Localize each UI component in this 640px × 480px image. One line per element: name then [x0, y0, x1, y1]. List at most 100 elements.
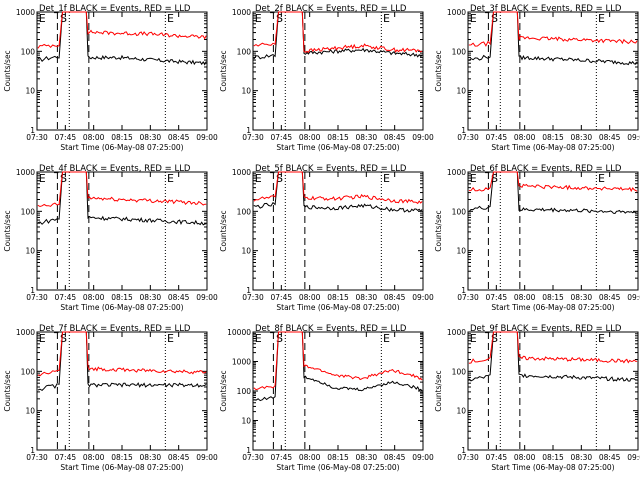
y-axis-label: Counts/sec: [434, 210, 443, 251]
x-tick-label: 08:00: [514, 133, 536, 142]
y-tick-label: 10: [456, 407, 466, 416]
y-tick-label: 1000: [232, 8, 251, 17]
x-tick-label: 08:00: [83, 293, 105, 302]
marker-label: E: [39, 12, 46, 25]
marker-label: E: [470, 12, 477, 25]
y-tick-label: 100: [21, 47, 36, 56]
y-axis-label: Counts/sec: [434, 370, 443, 411]
y-tick-label: 100: [452, 47, 467, 56]
y-tick-label: 1000: [447, 328, 466, 337]
x-tick-label: 07:30: [242, 133, 264, 142]
marker-label: E: [167, 332, 174, 345]
y-tick-label: 10: [241, 87, 251, 96]
marker-label: E: [470, 172, 477, 185]
x-tick-label: 08:45: [168, 133, 190, 142]
plot-frame: [252, 331, 424, 451]
x-tick-label: 08:00: [83, 453, 105, 462]
y-axis-label: Counts/sec: [434, 50, 443, 91]
x-tick-label: 08:45: [599, 133, 621, 142]
x-tick-label: 08:30: [140, 453, 162, 462]
panel-title: Det_8f BLACK = Events, RED = LLD: [255, 324, 407, 334]
x-tick-label: 07:45: [271, 133, 293, 142]
series-line-events: [37, 331, 207, 392]
x-tick-label: 08:30: [356, 453, 378, 462]
series-line-lld: [37, 11, 207, 49]
y-tick-label: 1000: [447, 168, 466, 177]
series-line-lld: [468, 331, 638, 364]
series-line-events: [468, 11, 638, 66]
x-tick-label: 07:45: [271, 293, 293, 302]
x-tick-label: 08:15: [111, 293, 133, 302]
y-tick-label: 1: [30, 286, 35, 295]
y-tick-label: 100: [452, 367, 467, 376]
x-tick-label: 08:00: [299, 133, 321, 142]
y-tick-label: 10: [456, 247, 466, 256]
marker-label: S: [491, 172, 498, 185]
y-tick-label: 1: [30, 446, 35, 455]
x-axis-label: Start Time (06-May-08 07:25:00): [60, 463, 183, 472]
x-tick-label: 08:45: [384, 453, 406, 462]
y-tick-label: 1: [461, 286, 466, 295]
x-axis-label: Start Time (06-May-08 07:25:00): [276, 303, 399, 312]
marker-label: S: [276, 12, 283, 25]
x-tick-label: 07:45: [486, 453, 508, 462]
y-tick-label: 10: [241, 247, 251, 256]
x-tick-label: 08:15: [542, 453, 564, 462]
series-line-events: [253, 331, 423, 402]
y-tick-label: 100: [452, 207, 467, 216]
y-tick-label: 10: [241, 417, 251, 426]
marker-label: E: [383, 172, 390, 185]
panel-title: Det_4f BLACK = Events, RED = LLD: [39, 164, 191, 174]
x-tick-label: 08:45: [384, 133, 406, 142]
y-tick-label: 100: [21, 367, 36, 376]
panel-1: Det_1f BLACK = Events, RED = LLD 1 10 100 10…: [3, 4, 218, 152]
plot-frame: [36, 331, 208, 451]
x-tick-label: 07:45: [55, 293, 77, 302]
x-axis-label: Start Time (06-May-08 07:25:00): [491, 303, 614, 312]
panel-title: Det_6f BLACK = Events, RED = LLD: [470, 164, 622, 174]
y-tick-label: 10: [25, 247, 35, 256]
y-tick-label: 1: [461, 446, 466, 455]
x-tick-label: 08:00: [299, 293, 321, 302]
x-tick-label: 09:00: [196, 453, 218, 462]
x-tick-label: 09:00: [627, 133, 640, 142]
panel-3: Det_3f BLACK = Events, RED = LLD 1 10 100 10…: [434, 4, 640, 152]
y-tick-label: 1: [246, 446, 251, 455]
x-tick-label: 08:15: [327, 133, 349, 142]
x-tick-label: 08:00: [299, 453, 321, 462]
x-tick-label: 09:00: [412, 293, 434, 302]
y-axis-label: Counts/sec: [3, 370, 12, 411]
y-axis-label: Counts/sec: [3, 50, 12, 91]
panel-title: Det_9f BLACK = Events, RED = LLD: [470, 324, 622, 334]
x-tick-label: 08:30: [571, 133, 593, 142]
x-tick-label: 09:00: [412, 133, 434, 142]
series-line-events: [468, 331, 638, 382]
x-axis-label: Start Time (06-May-08 07:25:00): [491, 143, 614, 152]
plot-frame: [467, 11, 639, 131]
series-line-lld: [37, 171, 207, 208]
marker-label: S: [491, 332, 498, 345]
x-tick-label: 08:45: [168, 453, 190, 462]
x-tick-label: 07:30: [26, 293, 48, 302]
panel-title: Det_5f BLACK = Events, RED = LLD: [255, 164, 407, 174]
x-axis-label: Start Time (06-May-08 07:25:00): [60, 143, 183, 152]
plot-frame: [36, 171, 208, 291]
y-tick-label: 1000: [232, 168, 251, 177]
panel-title: Det_2f BLACK = Events, RED = LLD: [255, 4, 407, 14]
y-axis-label: Counts/sec: [219, 50, 228, 91]
x-axis-label: Start Time (06-May-08 07:25:00): [276, 463, 399, 472]
x-tick-label: 07:30: [457, 293, 479, 302]
marker-label: E: [255, 172, 262, 185]
x-tick-label: 07:45: [271, 453, 293, 462]
panel-2: Det_2f BLACK = Events, RED = LLD 1 10 100 10…: [219, 4, 434, 152]
x-tick-label: 09:00: [196, 293, 218, 302]
marker-label: E: [470, 332, 477, 345]
series-line-events: [253, 11, 423, 60]
marker-label: S: [60, 12, 67, 25]
y-tick-label: 1000: [447, 8, 466, 17]
y-tick-label: 1: [461, 126, 466, 135]
x-tick-label: 07:45: [55, 453, 77, 462]
series-line-events: [468, 171, 638, 215]
x-tick-label: 09:00: [196, 133, 218, 142]
y-tick-label: 100: [237, 47, 252, 56]
